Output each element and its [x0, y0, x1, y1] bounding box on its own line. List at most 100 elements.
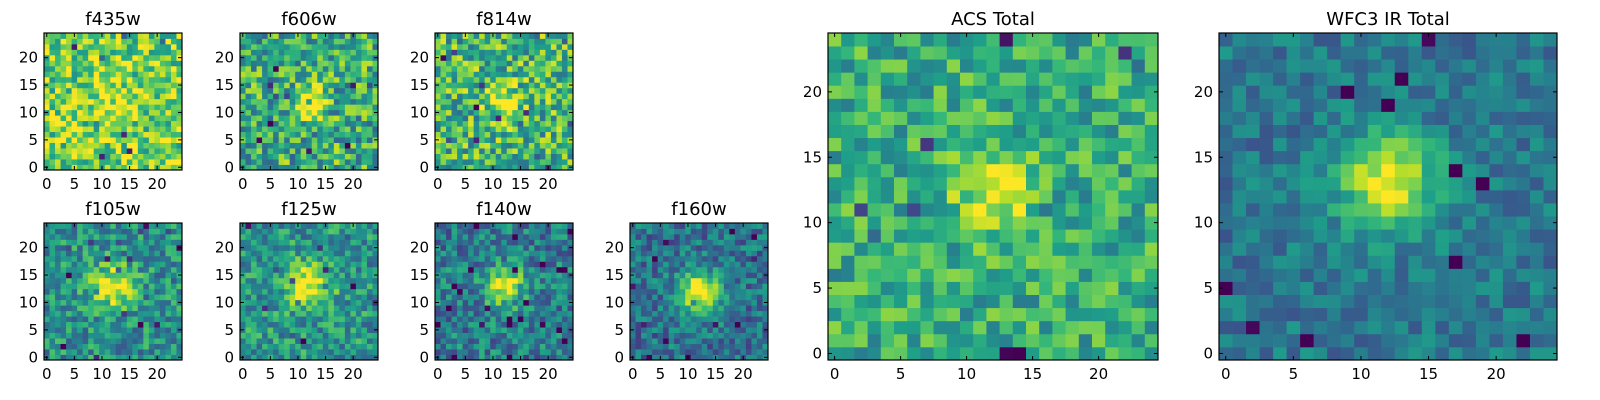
- pixel-cell: [251, 109, 257, 116]
- pixel-cell: [148, 272, 155, 279]
- pixel-cell: [539, 109, 546, 116]
- pixel-cell: [154, 65, 161, 72]
- pixel-cell: [512, 131, 519, 138]
- pixel-cell: [484, 283, 491, 290]
- pixel-cell: [267, 159, 274, 165]
- pixel-cell: [528, 33, 535, 39]
- pixel-cell: [999, 333, 1014, 348]
- pixel-cell: [126, 349, 133, 355]
- pixel-cell: [60, 87, 67, 94]
- pixel-cell: [545, 310, 552, 317]
- pixel-cell: [440, 153, 447, 160]
- pixel-cell: [734, 261, 741, 268]
- pixel-cell: [506, 327, 513, 333]
- pixel-cell: [517, 43, 524, 50]
- pixel-cell: [960, 346, 974, 361]
- pixel-cell: [451, 277, 458, 284]
- pixel-cell: [841, 163, 855, 178]
- pixel-cell: [311, 43, 318, 50]
- pixel-cell: [685, 283, 692, 290]
- pixel-cell: [567, 266, 574, 273]
- pixel-cell: [495, 305, 502, 312]
- pixel-cell: [495, 239, 502, 246]
- pixel-cell: [278, 250, 285, 257]
- pixel-cell: [143, 294, 150, 301]
- pixel-cell: [339, 299, 346, 306]
- pixel-cell: [66, 223, 72, 229]
- pixel-cell: [240, 159, 246, 165]
- pixel-cell: [278, 288, 285, 295]
- pixel-cell: [148, 60, 155, 67]
- pixel-cell: [920, 176, 934, 191]
- pixel-cell: [534, 327, 541, 333]
- pixel-cell: [306, 98, 313, 105]
- pixel-cell: [366, 38, 373, 45]
- pixel-cell: [506, 71, 513, 78]
- pixel-cell: [159, 272, 166, 279]
- pixel-cell: [311, 338, 318, 344]
- pixel-cell: [960, 320, 974, 335]
- pixel-cell: [77, 305, 84, 312]
- pixel-cell: [495, 283, 502, 290]
- pixel-cell: [267, 244, 274, 251]
- pixel-cell: [300, 109, 307, 116]
- pixel-cell: [333, 153, 340, 160]
- pixel-cell: [289, 250, 296, 257]
- pixel-cell: [696, 239, 703, 246]
- pixel-cell: [159, 354, 166, 361]
- pixel-cell: [44, 283, 50, 290]
- pixel-cell: [880, 163, 895, 178]
- pixel-cell: [679, 294, 686, 301]
- pixel-cell: [734, 299, 741, 306]
- pixel-cell: [685, 321, 692, 328]
- pixel-cell: [176, 153, 183, 160]
- pixel-cell: [674, 321, 681, 328]
- pixel-cell: [104, 310, 111, 317]
- pixel-cell: [44, 250, 50, 257]
- pixel-cell: [311, 332, 318, 339]
- pixel-cell: [960, 255, 974, 269]
- pixel-cell: [333, 87, 340, 94]
- pixel-cell: [534, 233, 541, 240]
- pixel-cell: [523, 142, 530, 149]
- pixel-cell: [484, 233, 491, 240]
- pixel-cell: [539, 343, 546, 350]
- pixel-cell: [506, 261, 513, 268]
- pixel-cell: [652, 288, 658, 295]
- pixel-cell: [495, 54, 502, 61]
- pixel-cell: [462, 87, 469, 94]
- pixel-cell: [154, 277, 161, 284]
- pixel-cell: [322, 49, 329, 56]
- pixel-cell: [372, 223, 379, 229]
- pixel-cell: [696, 277, 703, 284]
- y-tick-label: 10: [19, 103, 38, 121]
- pixel-cell: [668, 233, 675, 240]
- pixel-cell: [121, 33, 128, 39]
- pixel-cell: [143, 60, 150, 67]
- pixel-cell: [718, 327, 725, 333]
- pixel-cell: [366, 60, 373, 67]
- pixel-cell: [93, 338, 100, 344]
- pixel-cell: [907, 203, 921, 217]
- pixel-cell: [999, 189, 1014, 204]
- pixel-cell: [60, 164, 67, 171]
- pixel-cell: [44, 71, 50, 78]
- pixel-cell: [339, 288, 346, 295]
- pixel-cell: [446, 60, 452, 67]
- pixel-cell: [867, 150, 882, 165]
- pixel-cell: [729, 277, 736, 284]
- pixel-cell: [435, 261, 441, 268]
- pixel-cell: [435, 38, 441, 45]
- pixel-cell: [267, 338, 274, 344]
- pixel-cell: [278, 131, 285, 138]
- pixel-cell: [484, 115, 491, 122]
- pixel-cell: [256, 65, 263, 72]
- pixel-cell: [82, 277, 89, 284]
- pixel-cell: [556, 354, 563, 361]
- pixel-cell: [446, 332, 452, 339]
- pixel-cell: [635, 305, 642, 312]
- pixel-cell: [132, 38, 139, 45]
- pixel-cell: [328, 255, 335, 262]
- pixel-cell: [289, 223, 296, 229]
